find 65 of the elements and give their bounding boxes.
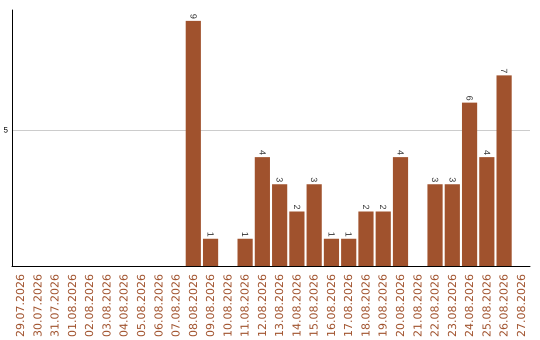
- x-tick-label: 17.08.2026: [342, 274, 356, 338]
- bar: [186, 20, 201, 266]
- data-label: 3: [309, 177, 320, 182]
- x-tick-label: 04.08.2026: [118, 274, 131, 338]
- x-tick-label: 25.08.2026: [480, 274, 494, 338]
- x-tick-label: 10.08.2026: [221, 274, 234, 338]
- bar: [496, 75, 512, 266]
- y-tick-label: 5: [4, 125, 9, 134]
- bar: [392, 157, 408, 266]
- x-tick-label: 29.07.2026: [14, 274, 28, 338]
- data-label: 1: [240, 232, 250, 237]
- data-label: 4: [482, 150, 492, 156]
- x-tick-label: 07.08.2026: [170, 274, 183, 338]
- bar: [444, 184, 460, 266]
- x-tick-label: 22.08.2026: [428, 274, 442, 338]
- bar: [306, 184, 322, 266]
- data-label: 9: [188, 14, 198, 19]
- x-tick-label: 08.08.2026: [186, 274, 200, 338]
- x-tick-label: 12.08.2026: [256, 274, 269, 338]
- bar: [238, 238, 253, 266]
- bar: [324, 238, 340, 266]
- x-tick-label: 19.08.2026: [376, 274, 390, 338]
- data-label: 2: [378, 204, 388, 210]
- data-label: 1: [326, 232, 336, 237]
- data-label: 4: [257, 150, 268, 156]
- x-tick-label: 16.08.2026: [324, 274, 338, 338]
- bar: [479, 157, 494, 266]
- data-label: 6: [464, 96, 475, 101]
- data-label: 3: [274, 177, 285, 182]
- x-tick-label: 13.08.2026: [273, 274, 286, 338]
- x-tick-label: 03.08.2026: [100, 274, 114, 338]
- data-label: 1: [344, 232, 354, 237]
- bar: [358, 212, 374, 266]
- x-tick-label: 02.08.2026: [83, 274, 96, 338]
- x-tick-label: 20.08.2026: [394, 274, 407, 338]
- data-label: 2: [292, 204, 302, 210]
- x-tick-label: 31.07.2026: [48, 274, 62, 338]
- x-tick-label: 01.08.2026: [66, 274, 79, 338]
- x-tick-label: 21.08.2026: [411, 274, 424, 338]
- bar: [254, 157, 270, 266]
- x-tick-label: 24.08.2026: [463, 274, 476, 338]
- bar: [289, 212, 304, 266]
- bar: [341, 238, 356, 266]
- bar: [202, 238, 218, 266]
- data-label: 7: [499, 68, 510, 74]
- x-tick-label: 18.08.2026: [359, 274, 372, 338]
- bar: [272, 184, 288, 266]
- x-tick-label: 06.08.2026: [152, 274, 166, 338]
- x-tick-label: 30.07.2026: [31, 274, 44, 338]
- data-label: 2: [360, 204, 371, 210]
- x-tick-label: 11.08.2026: [238, 274, 252, 338]
- bar: [427, 184, 443, 266]
- x-tick-label: 09.08.2026: [204, 274, 218, 338]
- x-tick-label: 15.08.2026: [308, 274, 321, 338]
- bar: [376, 212, 391, 266]
- x-tick-label: 23.08.2026: [446, 274, 459, 338]
- data-label: 1: [206, 232, 216, 237]
- data-label: 4: [396, 150, 406, 156]
- data-label: 3: [447, 177, 458, 182]
- x-tick-label: 26.08.2026: [498, 274, 511, 338]
- x-tick-label: 27.08.2026: [514, 274, 528, 338]
- x-tick-label: 14.08.2026: [290, 274, 304, 338]
- data-label: 3: [430, 177, 440, 182]
- bar: [462, 102, 478, 266]
- x-tick-label: 05.08.2026: [135, 274, 148, 338]
